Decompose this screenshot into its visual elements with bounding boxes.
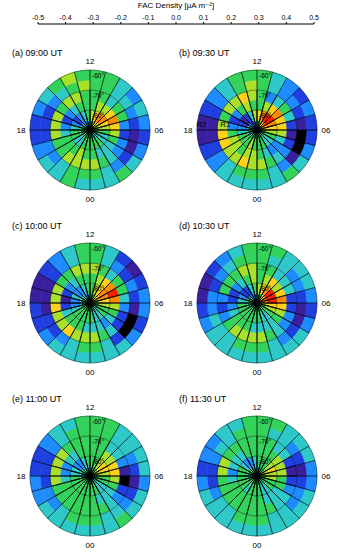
- svg-text:-80°: -80°: [92, 112, 104, 119]
- svg-text:(a) 09:00 UT: (a) 09:00 UT: [12, 48, 63, 58]
- svg-text:-60°: -60°: [92, 72, 104, 79]
- svg-text:0.0: 0.0: [171, 14, 181, 21]
- svg-text:00: 00: [253, 368, 262, 377]
- svg-text:-70°: -70°: [259, 438, 271, 445]
- svg-text:-80°: -80°: [92, 285, 104, 292]
- svg-text:(c) 10:00 UT: (c) 10:00 UT: [12, 221, 63, 231]
- svg-text:00: 00: [253, 195, 262, 204]
- svg-text:-80°: -80°: [259, 285, 271, 292]
- svg-text:-60°: -60°: [92, 245, 104, 252]
- svg-text:12: 12: [253, 57, 262, 66]
- svg-text:-60°: -60°: [92, 418, 104, 425]
- svg-text:-80°: -80°: [259, 112, 271, 119]
- svg-text:-70°: -70°: [259, 265, 271, 272]
- svg-text:-60°: -60°: [259, 245, 271, 252]
- svg-text:-70°: -70°: [92, 438, 104, 445]
- svg-text:06: 06: [155, 126, 164, 135]
- svg-text:00: 00: [253, 541, 262, 550]
- svg-text:(f) 11:30 UT: (f) 11:30 UT: [179, 394, 227, 404]
- svg-text:06: 06: [155, 472, 164, 481]
- svg-text:-0.1: -0.1: [142, 14, 154, 21]
- svg-text:18: 18: [17, 472, 26, 481]
- svg-text:18: 18: [17, 299, 26, 308]
- svg-text:-0.3: -0.3: [87, 14, 99, 21]
- svg-text:-0.2: -0.2: [115, 14, 127, 21]
- svg-text:06: 06: [322, 126, 331, 135]
- svg-text:18: 18: [184, 472, 193, 481]
- svg-text:12: 12: [86, 57, 95, 66]
- svg-text:00: 00: [86, 541, 95, 550]
- svg-text:18: 18: [184, 126, 193, 135]
- svg-text:12: 12: [86, 403, 95, 412]
- svg-text:12: 12: [253, 230, 262, 239]
- svg-text:R2: R2: [196, 120, 207, 129]
- svg-text:-70°: -70°: [259, 92, 271, 99]
- svg-text:(e) 11:00 UT: (e) 11:00 UT: [12, 394, 62, 404]
- svg-text:00: 00: [86, 368, 95, 377]
- svg-text:0.1: 0.1: [199, 14, 209, 21]
- svg-text:06: 06: [322, 472, 331, 481]
- svg-text:18: 18: [184, 299, 193, 308]
- svg-text:00: 00: [86, 195, 95, 204]
- svg-text:0.5: 0.5: [309, 14, 319, 21]
- svg-text:12: 12: [86, 230, 95, 239]
- svg-text:-60°: -60°: [259, 418, 271, 425]
- svg-text:-0.5: -0.5: [32, 14, 44, 21]
- svg-text:0.2: 0.2: [226, 14, 236, 21]
- svg-text:-80°: -80°: [259, 458, 271, 465]
- svg-text:-80°: -80°: [92, 458, 104, 465]
- svg-text:-0.4: -0.4: [60, 14, 72, 21]
- svg-text:R1: R1: [220, 120, 231, 129]
- svg-text:12: 12: [253, 403, 262, 412]
- svg-text:0.3: 0.3: [254, 14, 264, 21]
- svg-text:06: 06: [155, 299, 164, 308]
- svg-text:-60°: -60°: [259, 72, 271, 79]
- svg-text:18: 18: [17, 126, 26, 135]
- svg-text:-70°: -70°: [92, 265, 104, 272]
- svg-text:(b) 09:30 UT: (b) 09:30 UT: [179, 48, 230, 58]
- svg-text:0.4: 0.4: [282, 14, 292, 21]
- svg-text:(d) 10:30 UT: (d) 10:30 UT: [179, 221, 230, 231]
- svg-text:06: 06: [322, 299, 331, 308]
- html-text:FAC Density [μA m⁻²]: FAC Density [μA m⁻²]: [137, 1, 215, 10]
- svg-text:-70°: -70°: [92, 92, 104, 99]
